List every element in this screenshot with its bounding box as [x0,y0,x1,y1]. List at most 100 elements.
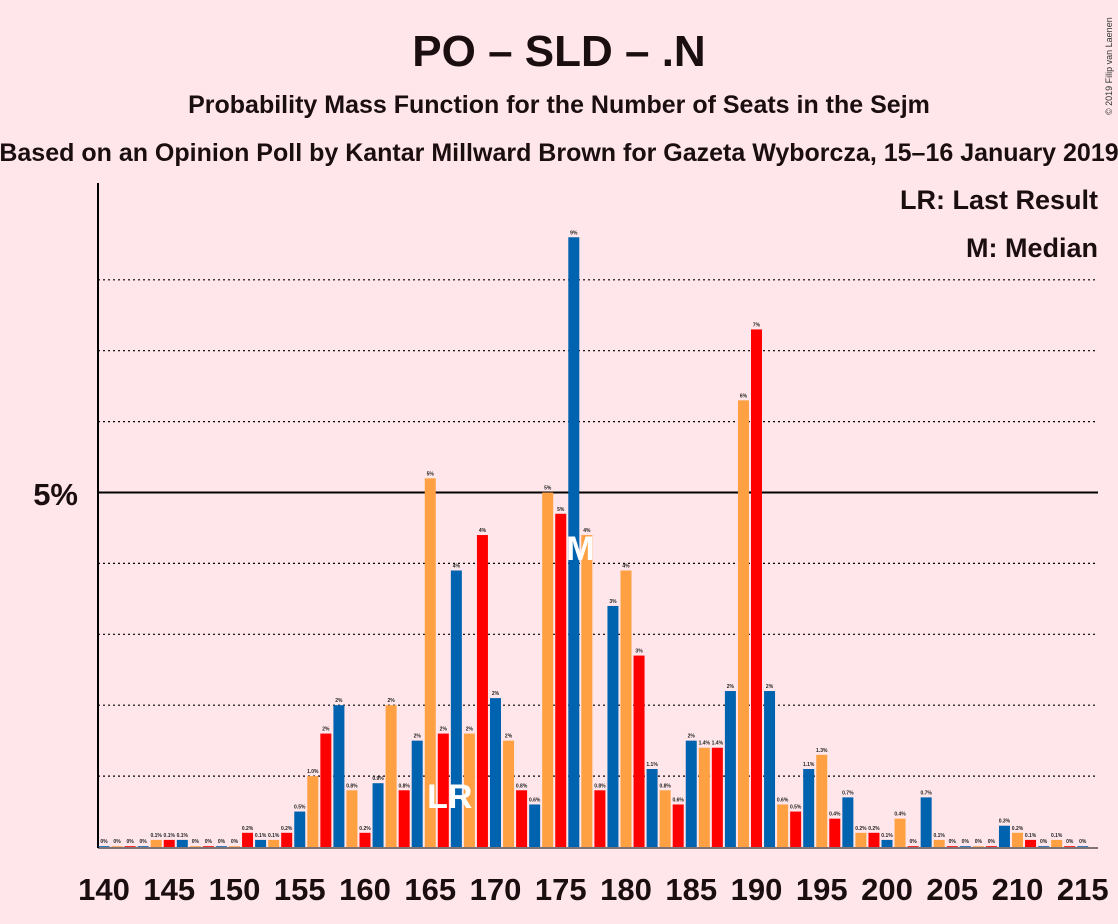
bar-label-seat-162: 2% [387,698,395,704]
bar-label-seat-192: 0.6% [777,797,789,803]
bar-seat-153 [268,839,280,847]
bar-seat-193 [790,811,802,847]
bar-seat-158 [333,705,345,847]
bar-label-seat-169: 4% [479,528,487,534]
bar-seat-184 [672,804,684,847]
x-tick-label-160: 160 [339,872,391,907]
legend-last-result: LR: Last Result [900,185,1098,215]
bar-seat-209 [998,825,1010,847]
bar-seat-182 [646,769,658,847]
bar-seat-159 [346,790,358,847]
bar-label-seat-178: 0.8% [594,783,606,789]
bar-label-seat-153: 0.1% [268,833,280,839]
bar-seat-192 [777,804,789,847]
bar-seat-210 [1012,832,1023,847]
bar-seat-160 [359,832,371,847]
bar-seat-171 [503,740,515,847]
bar-seat-152 [255,839,267,847]
bar-seat-197 [842,797,854,847]
bar-seat-146 [176,839,188,847]
bar-seat-141 [111,846,123,847]
bar-seat-195 [816,754,828,847]
bar-seat-205 [946,846,958,847]
bar-label-seat-210: 0.2% [1012,826,1024,832]
bar-seat-199 [868,832,880,847]
bar-label-seat-206: 0% [962,839,970,845]
bar-label-seat-182: 1.1% [646,762,658,768]
bar-label-seat-190: 7% [753,322,761,328]
bar-label-seat-194: 1.1% [803,762,815,768]
bar-label-seat-191: 2% [766,684,774,690]
bar-label-seat-140: 0% [100,839,108,845]
bar-label-seat-208: 0% [988,839,996,845]
bar-label-seat-166: 2% [440,727,448,733]
bar-label-seat-205: 0% [949,839,957,845]
bar-seat-148 [202,846,214,847]
x-tick-label-205: 205 [926,872,978,907]
x-tick-label-170: 170 [470,872,522,907]
bar-seat-180 [620,570,632,847]
bar-seat-151 [242,832,254,847]
bar-seat-164 [411,740,423,847]
bar-label-seat-163: 0.8% [398,783,410,789]
x-tick-label-185: 185 [665,872,717,907]
bar-seat-175 [555,513,567,847]
bar-seat-191 [764,691,776,847]
bar-seat-157 [320,733,332,847]
bar-seat-149 [215,846,227,847]
bar-seat-167 [450,570,462,847]
bar-seat-154 [281,832,293,847]
bar-label-seat-157: 2% [322,727,330,733]
bar-label-seat-165: 5% [427,471,435,477]
bar-label-seat-202: 0% [909,839,917,845]
bar-seat-165 [424,478,436,847]
bar-seat-155 [294,811,306,847]
bar-label-seat-201: 0.4% [894,812,906,818]
bar-seat-176 [568,237,580,847]
bar-label-seat-147: 0% [192,839,200,845]
bar-seat-172 [516,790,528,847]
bar-seat-173 [529,804,541,847]
bar-label-seat-174: 5% [544,486,552,492]
bar-label-seat-195: 1.3% [816,748,828,754]
bar-seat-200 [881,839,893,847]
bar-label-seat-148: 0% [205,839,213,845]
bar-seat-143 [137,846,149,847]
bar-label-seat-161: 0.9% [372,776,384,782]
bar-seat-207 [972,846,984,847]
bar-seat-163 [398,790,410,847]
median-marker: M [566,530,594,568]
bar-label-seat-204: 0.1% [933,833,945,839]
bars-group [98,237,1089,847]
bar-seat-204 [933,839,945,847]
bar-seat-201 [894,818,906,847]
bar-seat-162 [385,705,397,847]
bar-label-seat-172: 0.8% [516,783,528,789]
gridlines [98,279,1098,777]
bar-seat-206 [959,846,971,847]
bar-seat-140 [98,846,110,847]
bar-label-seat-213: 0.1% [1051,833,1063,839]
bar-label-seat-164: 2% [414,734,422,740]
bar-seat-202 [907,846,919,847]
bar-seat-144 [150,839,162,847]
bar-seat-198 [855,832,867,847]
bar-seat-188 [724,691,736,847]
bar-label-seat-200: 0.1% [881,833,893,839]
x-tick-label-190: 190 [731,872,783,907]
bar-label-seat-215: 0% [1079,839,1087,845]
bar-label-seat-154: 0.2% [281,826,293,832]
x-ticks-group: 140 145 150 155 160 165 170 175 180 185 190 195 200 2… [78,872,1108,907]
bar-label-seat-179: 3% [609,599,617,605]
bar-seat-212 [1038,846,1050,847]
bar-seat-174 [542,492,554,847]
bar-label-seat-167: 4% [453,563,461,569]
bar-label-seat-211: 0.1% [1025,833,1037,839]
bar-seat-183 [659,790,671,847]
bar-label-seat-212: 0% [1040,839,1048,845]
bar-label-seat-181: 3% [635,649,643,655]
bar-label-seat-193: 0.5% [790,805,802,811]
bar-seat-170 [490,698,501,847]
x-tick-label-150: 150 [209,872,261,907]
